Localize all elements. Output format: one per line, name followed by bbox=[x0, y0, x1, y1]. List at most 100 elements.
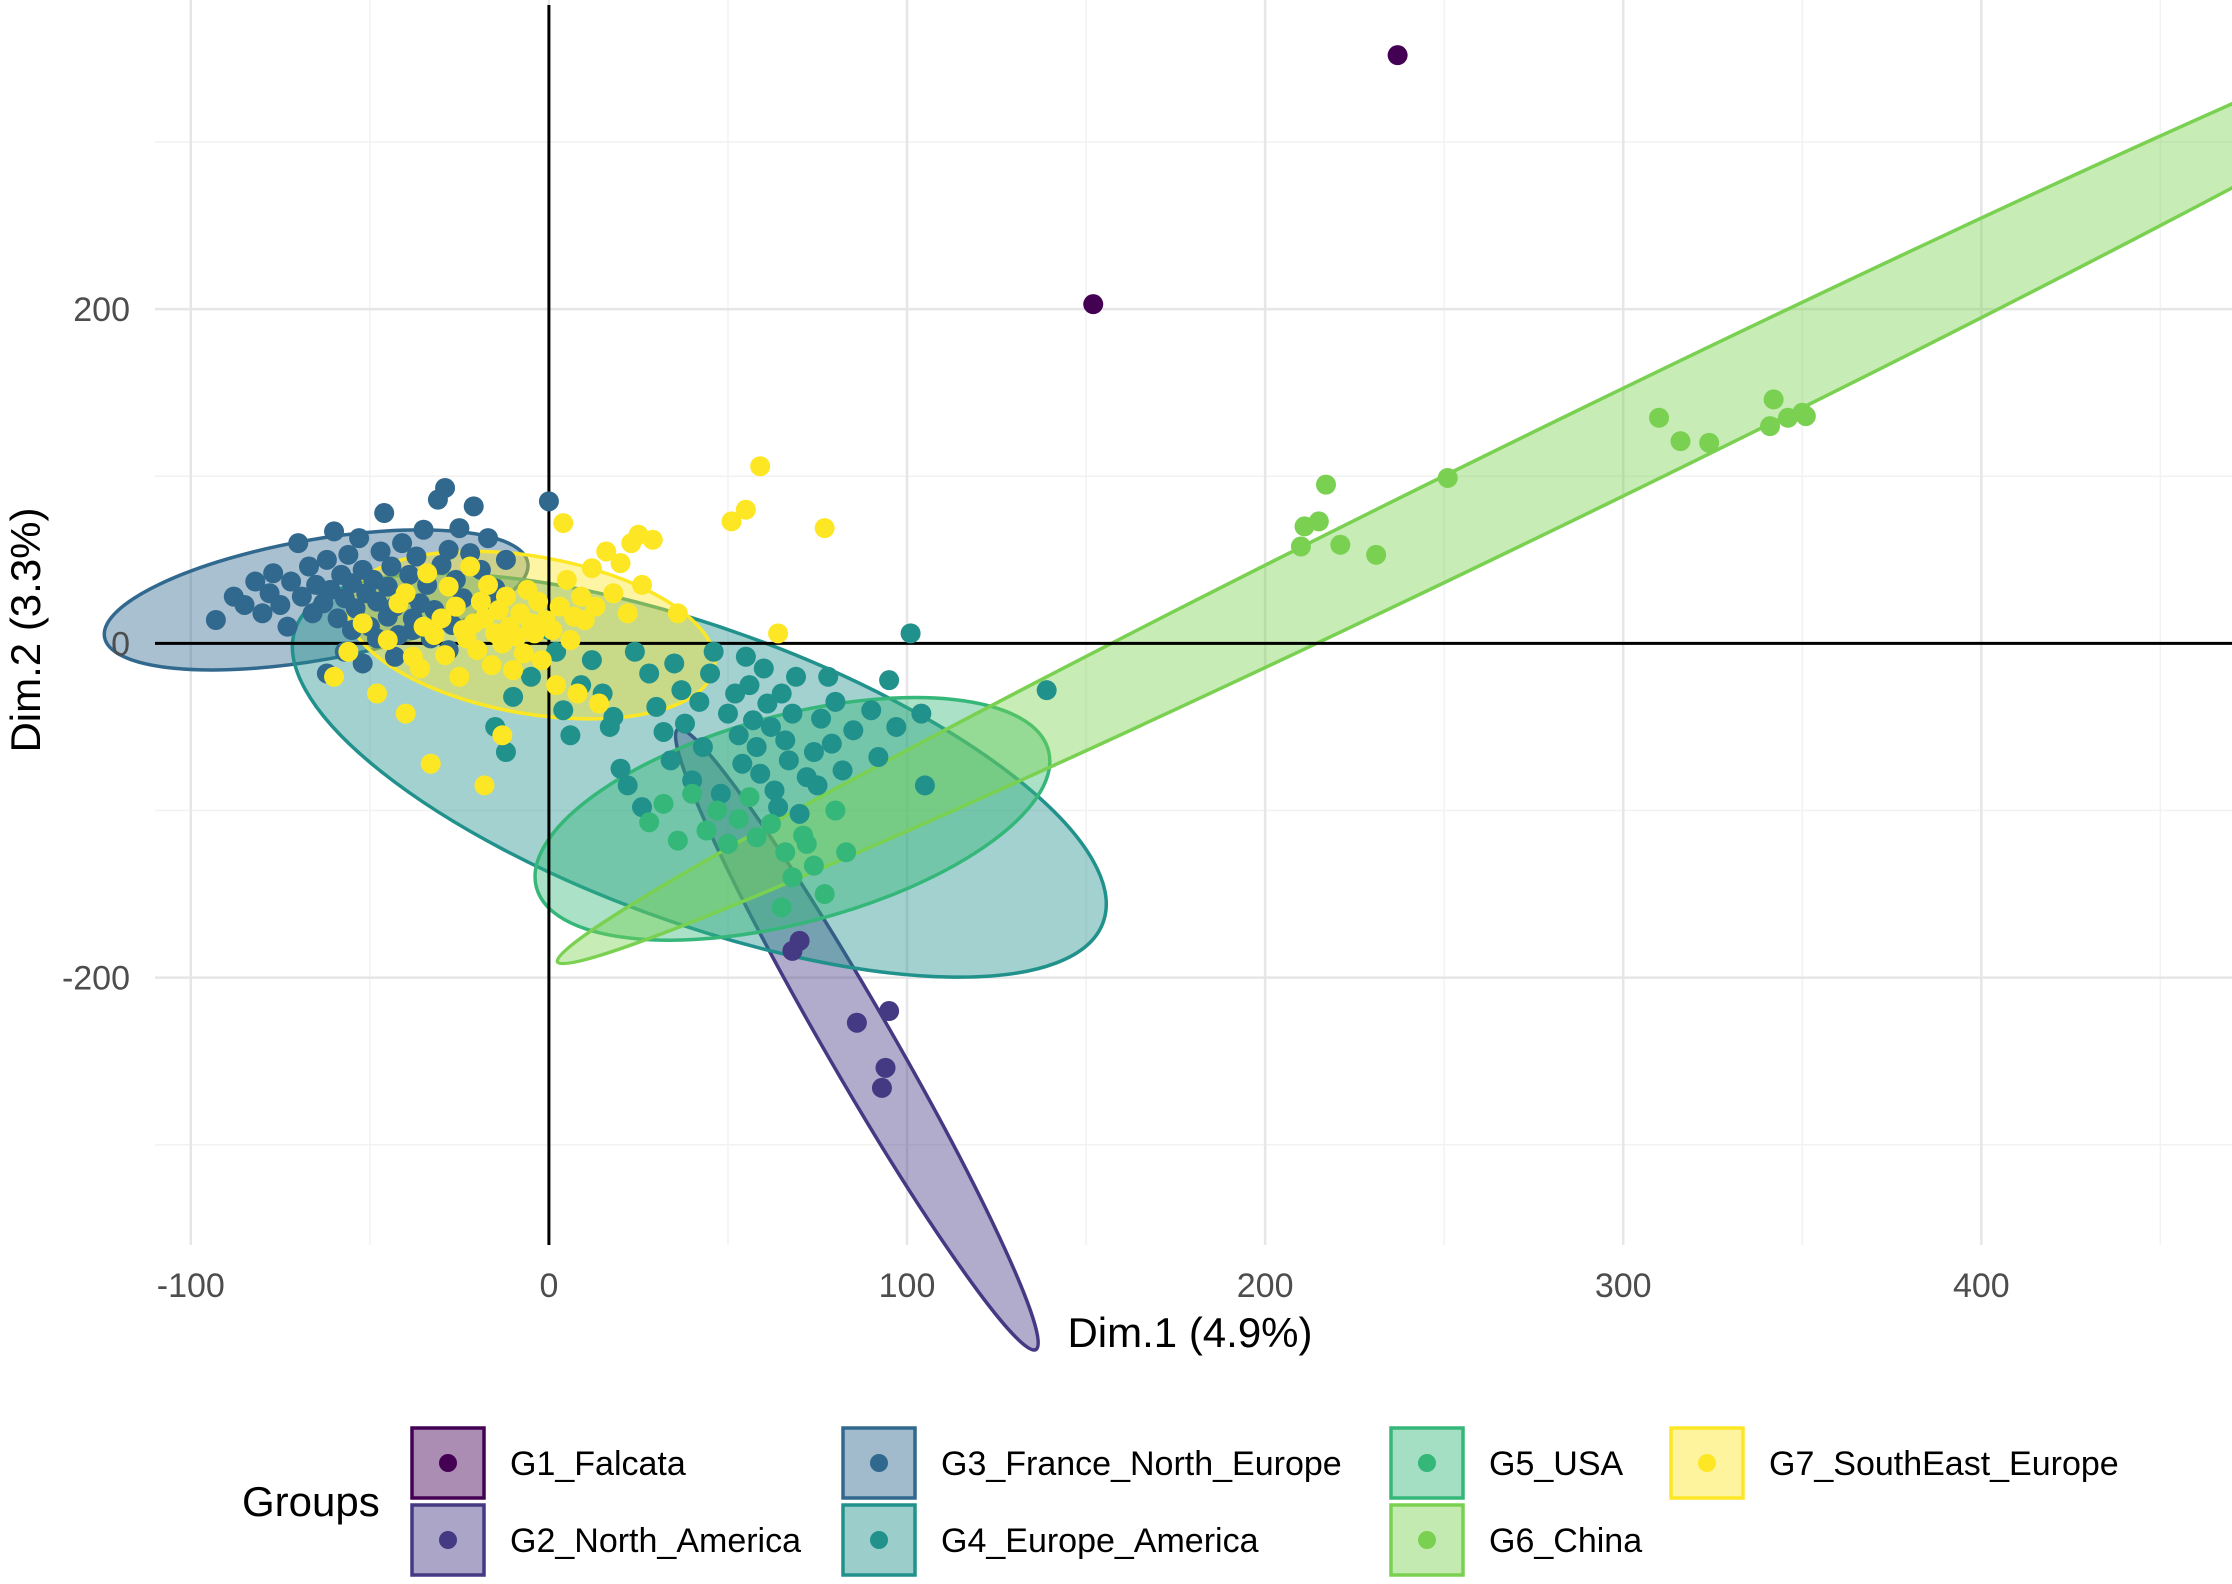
point-g7-southeast-europe bbox=[506, 626, 527, 647]
point-g5-usa bbox=[775, 842, 796, 863]
point-g7-southeast-europe bbox=[377, 630, 398, 651]
y-tick-label: 0 bbox=[111, 625, 130, 663]
point-g4-europe-america bbox=[553, 700, 574, 721]
point-g7-southeast-europe bbox=[567, 683, 588, 704]
point-g6-china bbox=[1760, 416, 1781, 437]
point-g4-europe-america bbox=[775, 730, 796, 751]
point-g4-europe-america bbox=[757, 693, 778, 714]
point-g3-france-north-europe bbox=[324, 521, 345, 542]
point-g7-southeast-europe bbox=[617, 603, 638, 624]
point-g5-usa bbox=[796, 833, 817, 854]
point-g7-southeast-europe bbox=[814, 518, 835, 539]
point-g7-southeast-europe bbox=[481, 655, 502, 676]
point-g3-france-north-europe bbox=[349, 528, 370, 549]
point-g4-europe-america bbox=[771, 683, 792, 704]
point-g4-europe-america bbox=[843, 720, 864, 741]
point-g6-china bbox=[1795, 406, 1816, 427]
point-g4-europe-america bbox=[732, 753, 753, 774]
point-g7-southeast-europe bbox=[431, 608, 452, 629]
point-g4-europe-america bbox=[560, 725, 581, 746]
point-g3-france-north-europe bbox=[495, 549, 516, 570]
point-g7-southeast-europe bbox=[492, 725, 513, 746]
point-g5-usa bbox=[653, 793, 674, 814]
point-g3-france-north-europe bbox=[370, 541, 391, 562]
point-g4-europe-america bbox=[692, 737, 713, 757]
point-g4-europe-america bbox=[717, 703, 738, 724]
legend-label-g6-china: G6_China bbox=[1489, 1522, 1642, 1560]
point-g7-southeast-europe bbox=[589, 693, 610, 714]
point-g4-europe-america bbox=[671, 680, 692, 701]
point-g5-usa bbox=[746, 827, 767, 848]
legend-dot-g4-europe-america bbox=[870, 1531, 888, 1549]
point-g3-france-north-europe bbox=[392, 533, 413, 554]
point-g3-france-north-europe bbox=[377, 576, 398, 597]
point-g3-france-north-europe bbox=[316, 549, 337, 570]
point-g4-europe-america bbox=[753, 658, 774, 679]
point-g7-southeast-europe bbox=[474, 775, 495, 796]
point-g4-europe-america bbox=[886, 716, 907, 737]
point-g7-southeast-europe bbox=[524, 623, 545, 644]
point-g7-southeast-europe bbox=[571, 586, 592, 607]
legend-dot-g6-china bbox=[1418, 1531, 1436, 1549]
point-g4-europe-america bbox=[807, 775, 828, 796]
point-g4-europe-america bbox=[703, 641, 724, 662]
point-g6-china bbox=[1290, 536, 1311, 557]
point-g7-southeast-europe bbox=[513, 643, 534, 664]
ellipse-g6-china bbox=[555, 0, 2232, 966]
point-g4-europe-america bbox=[700, 663, 721, 684]
point-g4-europe-america bbox=[914, 775, 935, 796]
point-g4-europe-america bbox=[610, 758, 631, 779]
point-g7-southeast-europe bbox=[438, 576, 459, 597]
point-g7-southeast-europe bbox=[420, 753, 441, 774]
point-g7-southeast-europe bbox=[503, 660, 524, 681]
point-g4-europe-america bbox=[660, 750, 681, 771]
point-g4-europe-america bbox=[900, 623, 921, 644]
point-g5-usa bbox=[728, 808, 749, 829]
point-g4-europe-america bbox=[495, 742, 516, 763]
point-g4-europe-america bbox=[639, 663, 660, 684]
point-g3-france-north-europe bbox=[327, 608, 348, 629]
point-g4-europe-america bbox=[861, 700, 882, 721]
point-g4-europe-america bbox=[581, 650, 602, 671]
point-g5-usa bbox=[739, 787, 760, 808]
point-g4-europe-america bbox=[624, 641, 645, 662]
point-g3-france-north-europe bbox=[245, 571, 266, 592]
point-g3-france-north-europe bbox=[381, 556, 402, 577]
legend-item-g2-north-america: G2_North_America bbox=[410, 1503, 801, 1577]
point-g4-europe-america bbox=[735, 646, 756, 667]
point-g7-southeast-europe bbox=[603, 583, 624, 604]
point-g5-usa bbox=[696, 820, 717, 841]
point-g3-france-north-europe bbox=[352, 653, 373, 674]
point-g4-europe-america bbox=[803, 742, 824, 763]
point-g2-north-america bbox=[871, 1077, 892, 1098]
point-g3-france-north-europe bbox=[367, 591, 388, 612]
point-g7-southeast-europe bbox=[750, 456, 771, 477]
x-tick-label: 100 bbox=[879, 1267, 936, 1305]
point-g4-europe-america bbox=[818, 666, 839, 687]
point-g3-france-north-europe bbox=[341, 573, 362, 594]
legend-title: Groups bbox=[242, 1478, 380, 1525]
point-g5-usa bbox=[782, 867, 803, 888]
point-g4-europe-america bbox=[868, 747, 889, 768]
data-points bbox=[205, 45, 1816, 1098]
point-g3-france-north-europe bbox=[298, 556, 319, 577]
point-g6-china bbox=[1437, 467, 1458, 488]
point-g3-france-north-europe bbox=[438, 539, 459, 560]
point-g6-china bbox=[1315, 474, 1336, 495]
point-g5-usa bbox=[639, 812, 660, 833]
point-g2-north-america bbox=[846, 1012, 867, 1033]
legend-label-g3-france-north-europe: G3_France_North_Europe bbox=[941, 1445, 1342, 1483]
point-g6-china bbox=[1330, 534, 1351, 555]
axes: Dim.1 (4.9%) Dim.2 (3.3%) -100 0 100 200 300… bbox=[2, 291, 2010, 1356]
point-g4-europe-america bbox=[617, 775, 638, 796]
point-g7-southeast-europe bbox=[531, 650, 552, 671]
point-g1-falcata bbox=[1083, 294, 1104, 315]
point-g7-southeast-europe bbox=[445, 596, 466, 617]
point-g4-europe-america bbox=[764, 780, 785, 801]
point-g3-france-north-europe bbox=[252, 603, 273, 624]
point-g3-france-north-europe bbox=[288, 533, 309, 554]
point-g4-europe-america bbox=[743, 710, 764, 731]
point-g4-europe-america bbox=[664, 653, 685, 674]
point-g4-europe-america bbox=[599, 716, 620, 737]
y-tick-label: -200 bbox=[62, 960, 130, 998]
